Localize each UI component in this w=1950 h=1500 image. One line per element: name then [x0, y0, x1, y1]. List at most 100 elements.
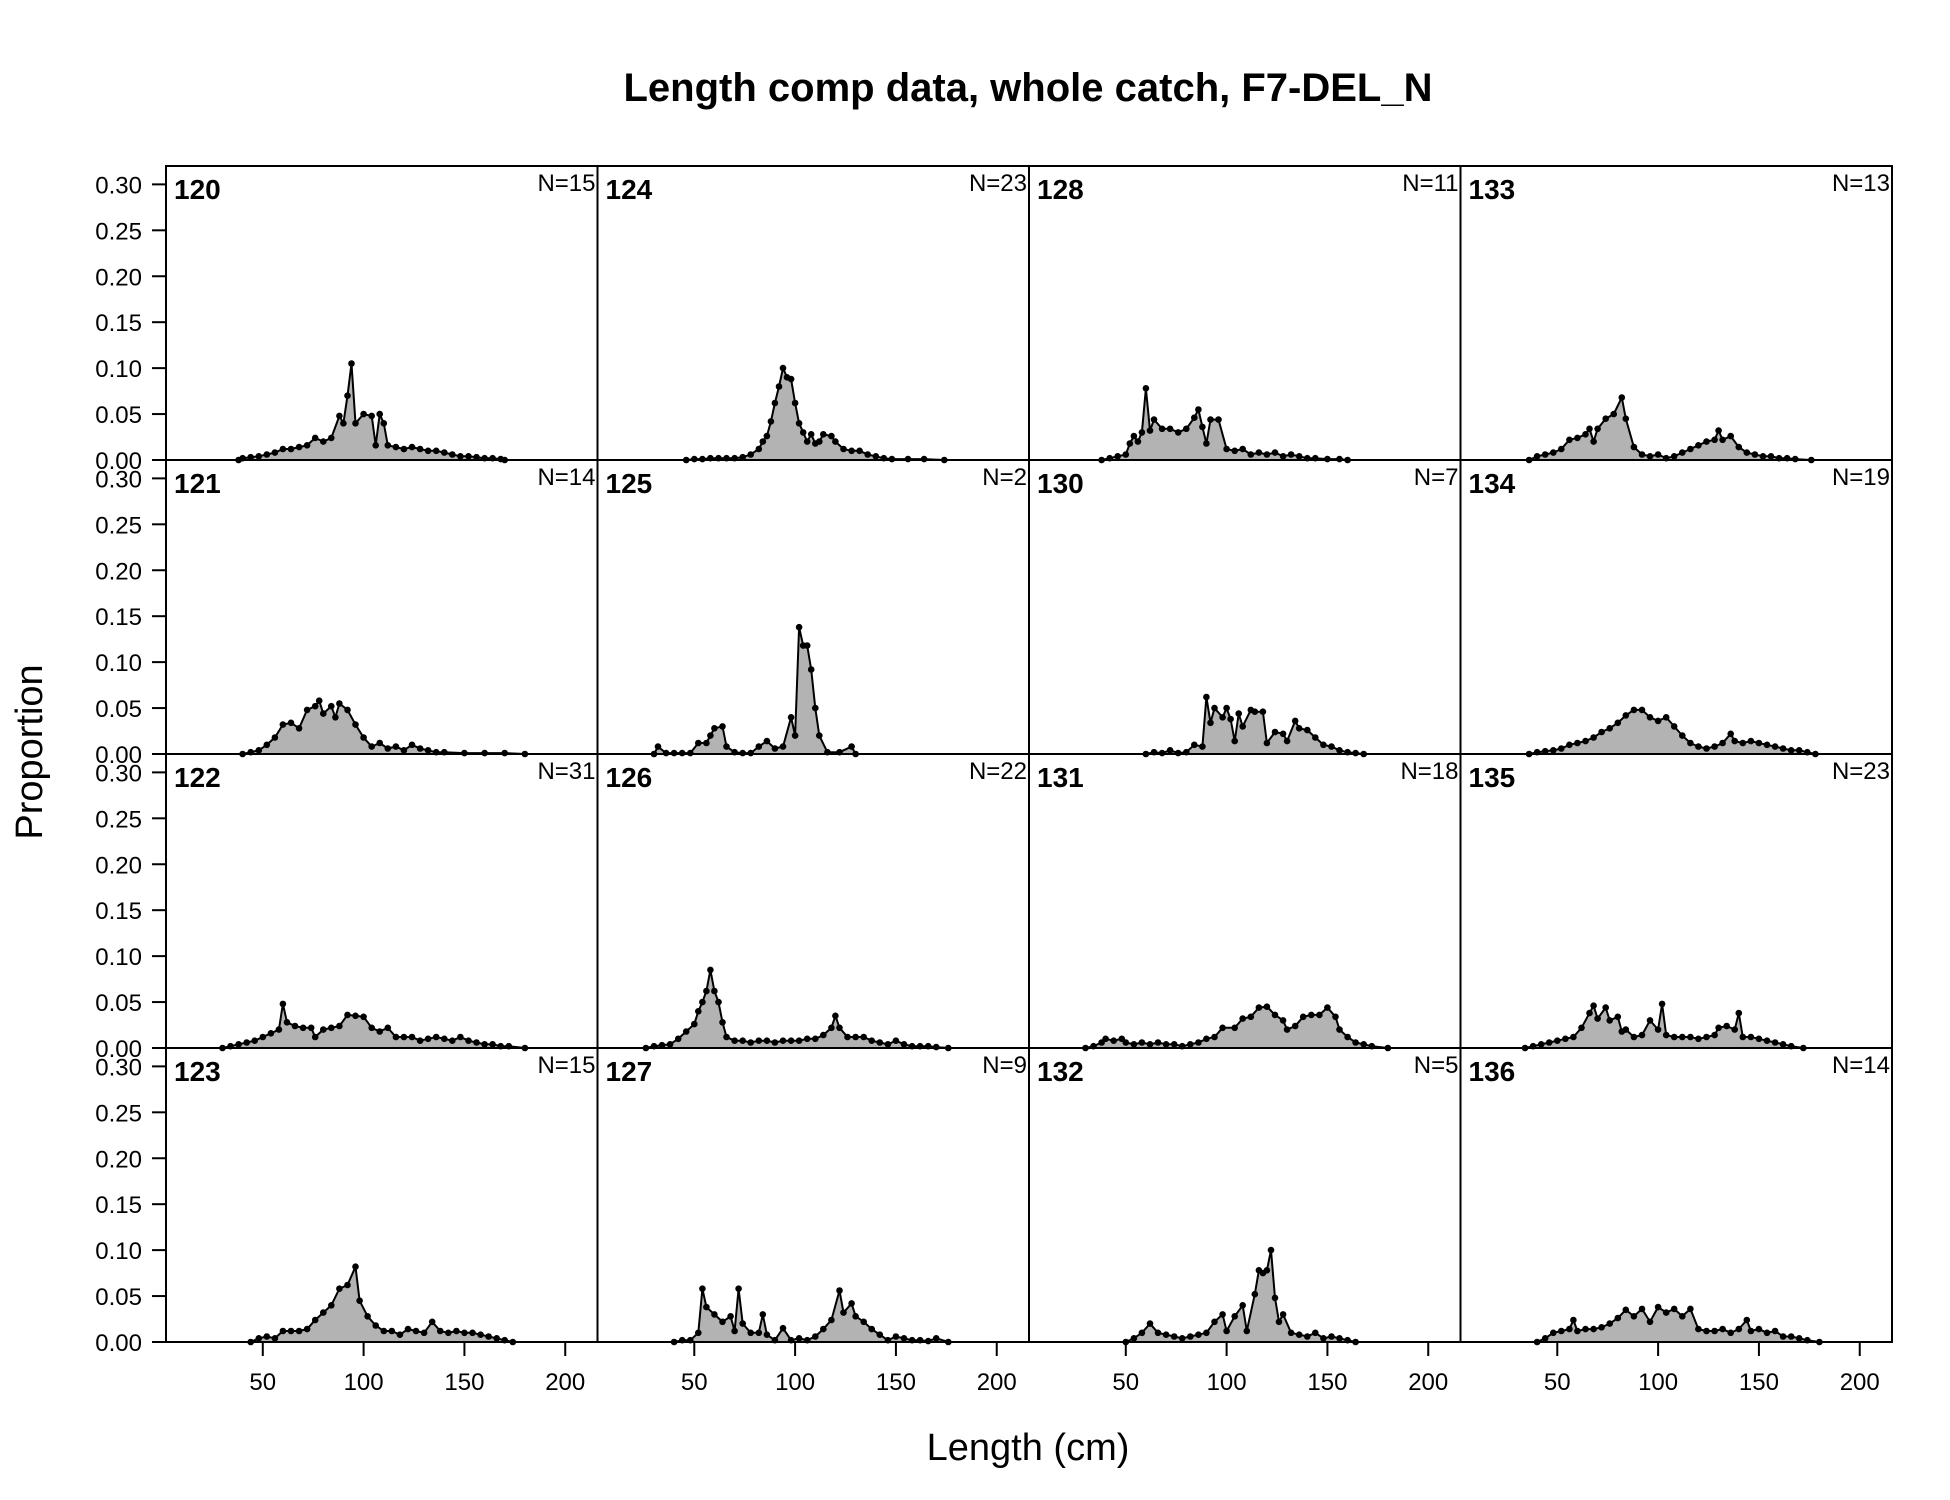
data-point [1747, 1327, 1755, 1335]
x-tick-label: 100 [344, 1369, 384, 1396]
y-tick-label: 0.20 [95, 852, 142, 879]
data-point [1223, 704, 1230, 712]
data-point [1187, 1041, 1194, 1048]
series-area [222, 1003, 525, 1048]
data-point [271, 449, 279, 456]
data-point [336, 412, 343, 420]
sample-size-label: N=22 [969, 758, 1027, 785]
y-tick-label: 0.05 [95, 696, 142, 723]
data-point [1541, 747, 1549, 755]
panel-124: 124 N=23 [596, 165, 1030, 464]
x-tick-label: 200 [545, 1369, 585, 1396]
panel-frame [1028, 1047, 1462, 1343]
data-point [1154, 1039, 1162, 1046]
y-tick-label: 0.20 [95, 1146, 142, 1173]
data-point [711, 987, 718, 995]
data-point [1763, 1037, 1771, 1044]
data-point [1614, 1013, 1622, 1021]
data-point [1594, 425, 1601, 433]
data-point [1336, 1335, 1343, 1342]
data-point [1670, 453, 1678, 460]
data-point [1743, 449, 1751, 456]
data-point [1566, 741, 1573, 749]
data-point [1562, 1035, 1569, 1043]
data-point [1183, 425, 1190, 433]
data-point [1731, 1026, 1738, 1033]
data-point [1304, 726, 1311, 734]
data-point [436, 1327, 444, 1335]
series-line [653, 626, 857, 755]
panel-label: 125 [606, 468, 653, 499]
data-point [271, 734, 279, 741]
data-point [1739, 739, 1747, 747]
data-point [1570, 1316, 1577, 1324]
data-point [836, 1287, 843, 1294]
data-point [695, 1008, 702, 1015]
y-tick-label: 0.30 [95, 172, 142, 199]
data-point [1747, 737, 1755, 745]
data-point [1271, 1011, 1279, 1019]
data-point [1267, 1246, 1275, 1254]
data-point [344, 706, 351, 714]
series-line [250, 1262, 514, 1343]
data-point [396, 1331, 404, 1338]
data-point [892, 1037, 900, 1044]
data-point [1582, 1325, 1589, 1333]
data-point [1316, 1011, 1323, 1019]
data-point [392, 443, 400, 451]
panel-label: 130 [1037, 468, 1084, 499]
data-point [1328, 743, 1335, 750]
data-point [1199, 423, 1206, 431]
y-tick-label: 0.15 [95, 1192, 142, 1219]
x-axis: 50 100 150 200 50 100 150 200 50 100 150 200 50 100 15… [249, 1341, 1880, 1396]
data-point [1646, 714, 1654, 721]
data-point [287, 445, 295, 453]
data-point [1320, 1335, 1327, 1342]
panel-label: 136 [1469, 1056, 1516, 1087]
data-point [707, 966, 714, 974]
data-point [1191, 414, 1198, 422]
data-point [1134, 438, 1142, 445]
panel-frame [165, 459, 599, 755]
sample-size-label: N=15 [537, 1052, 595, 1079]
data-point [1654, 717, 1662, 725]
data-point [1679, 1313, 1686, 1320]
data-point [420, 1329, 428, 1337]
data-point [360, 410, 367, 418]
panel-125: 125 N=2 [596, 459, 1030, 758]
data-point [892, 1333, 900, 1340]
sample-size-label: N=5 [1414, 1052, 1459, 1079]
data-point [1263, 739, 1271, 747]
data-point [408, 443, 416, 451]
data-point [1174, 429, 1182, 436]
data-point [860, 1318, 867, 1326]
data-point [1638, 1305, 1646, 1313]
x-tick-label: 150 [444, 1369, 484, 1396]
data-point [1558, 445, 1565, 453]
y-tick-label: 0.15 [95, 604, 142, 631]
panel-label: 126 [606, 762, 653, 793]
data-point [1727, 432, 1734, 440]
data-point [1735, 1325, 1743, 1333]
data-point [1166, 747, 1174, 754]
data-point [457, 453, 464, 460]
data-point [1287, 1329, 1295, 1337]
sample-size-label: N=9 [982, 1052, 1027, 1079]
data-point [1662, 1309, 1670, 1316]
data-point [731, 1327, 738, 1335]
data-point [731, 1037, 738, 1044]
panel-120: 120 N=15 [165, 165, 599, 464]
y-tick-label: 0.25 [95, 806, 142, 833]
sample-size-label: N=13 [1832, 170, 1890, 197]
data-point [1622, 712, 1630, 719]
data-point [1618, 394, 1626, 401]
data-point [481, 1041, 488, 1048]
data-point [1590, 438, 1597, 445]
panel-label: 128 [1037, 174, 1084, 205]
data-point [311, 1033, 319, 1041]
data-point [836, 1024, 843, 1032]
data-point [465, 453, 472, 460]
x-tick-label: 100 [1638, 1369, 1678, 1396]
x-tick-label: 100 [1207, 1369, 1247, 1396]
data-point [1687, 739, 1694, 747]
